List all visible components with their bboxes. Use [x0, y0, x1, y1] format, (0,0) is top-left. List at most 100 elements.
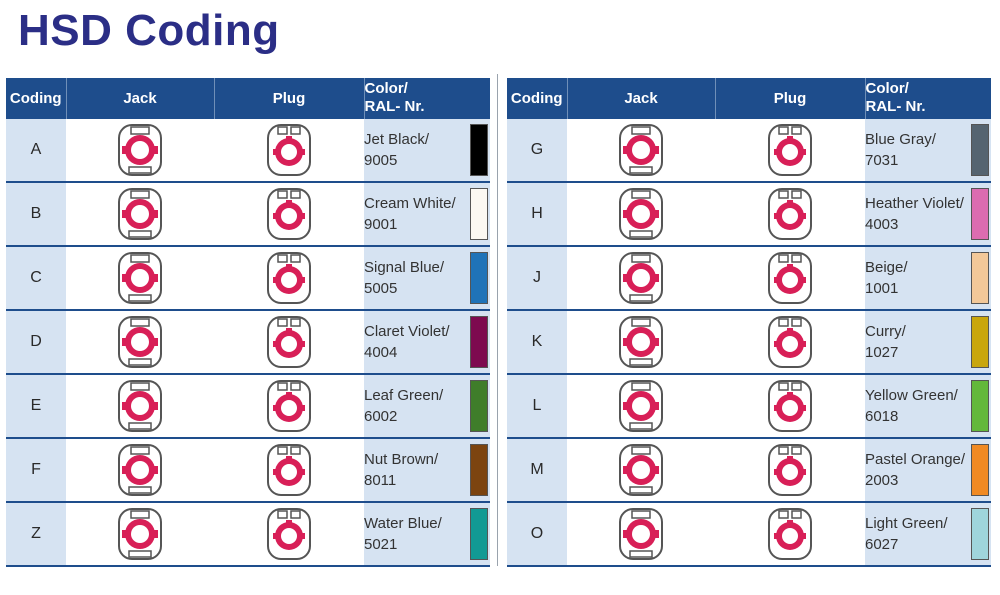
color-name-ral: Jet Black/9005 — [364, 118, 468, 183]
color-swatch-cell — [969, 310, 991, 375]
header-plug: Plug — [214, 78, 365, 119]
color-swatch — [470, 508, 488, 560]
color-name: Heather Violet/ — [865, 195, 964, 212]
table-row: K Curry/1027 — [507, 310, 991, 375]
coding-letter: O — [507, 502, 567, 567]
header-jack: Jack — [567, 78, 716, 119]
coding-letter: G — [507, 118, 567, 183]
color-name: Water Blue/ — [364, 515, 442, 532]
color-swatch — [470, 380, 488, 432]
color-swatch — [971, 252, 989, 304]
plug-connector-icon — [214, 438, 364, 503]
color-name: Jet Black/ — [364, 131, 430, 148]
ral-number: 4004 — [364, 344, 398, 361]
color-swatch-cell — [468, 438, 490, 503]
color-swatch-cell — [969, 502, 991, 567]
color-name-ral: Nut Brown/8011 — [364, 438, 468, 503]
color-swatch — [971, 508, 989, 560]
ral-number: 6027 — [865, 536, 899, 553]
color-swatch-cell — [468, 502, 490, 567]
jack-connector-icon — [66, 502, 214, 567]
table-row: L Yellow Green/6018 — [507, 374, 991, 439]
plug-connector-icon — [214, 246, 364, 311]
color-name: Pastel Orange/ — [865, 451, 966, 468]
color-swatch-cell — [468, 246, 490, 311]
color-swatch-cell — [969, 182, 991, 247]
coding-letter: B — [6, 182, 66, 247]
color-swatch-cell — [969, 438, 991, 503]
coding-letter: K — [507, 310, 567, 375]
jack-connector-icon — [66, 246, 214, 311]
coding-letter: Z — [6, 502, 66, 567]
ral-number: 5005 — [364, 280, 398, 297]
color-name: Cream White/ — [364, 195, 456, 212]
header-row: Coding Jack Plug Color/RAL- Nr. — [6, 78, 490, 119]
jack-connector-icon — [66, 438, 214, 503]
plug-connector-icon — [715, 310, 865, 375]
coding-letter: L — [507, 374, 567, 439]
coding-table-left: Coding Jack Plug Color/RAL- Nr. A Jet Bla… — [6, 78, 490, 567]
color-name-ral: Leaf Green/6002 — [364, 374, 468, 439]
table-row: F Nut Brown/8011 — [6, 438, 490, 503]
color-swatch-cell — [969, 374, 991, 439]
color-swatch — [971, 124, 989, 176]
table-row: E Leaf Green/6002 — [6, 374, 490, 439]
jack-connector-icon — [567, 310, 715, 375]
header-jack: Jack — [66, 78, 215, 119]
color-name-ral: Yellow Green/6018 — [865, 374, 969, 439]
jack-connector-icon — [567, 374, 715, 439]
color-swatch — [971, 188, 989, 240]
color-name: Blue Gray/ — [865, 131, 936, 148]
coding-letter: E — [6, 374, 66, 439]
color-swatch — [470, 444, 488, 496]
color-name: Claret Violet/ — [364, 323, 450, 340]
jack-connector-icon — [66, 310, 214, 375]
color-swatch — [971, 380, 989, 432]
color-swatch-cell — [969, 246, 991, 311]
header-color: Color/RAL- Nr. — [364, 78, 490, 119]
plug-connector-icon — [715, 438, 865, 503]
jack-connector-icon — [567, 118, 715, 183]
coding-letter: D — [6, 310, 66, 375]
plug-connector-icon — [214, 502, 364, 567]
coding-letter: J — [507, 246, 567, 311]
plug-connector-icon — [715, 374, 865, 439]
table-row: A Jet Black/9005 — [6, 118, 490, 183]
color-name: Leaf Green/ — [364, 387, 444, 404]
color-name-ral: Heather Violet/4003 — [865, 182, 969, 247]
color-name-ral: Curry/1027 — [865, 310, 969, 375]
color-swatch — [470, 124, 488, 176]
ral-number: 7031 — [865, 152, 899, 169]
header-plug: Plug — [715, 78, 866, 119]
table-row: O Light Green/6027 — [507, 502, 991, 567]
color-swatch — [470, 188, 488, 240]
color-swatch — [470, 252, 488, 304]
plug-connector-icon — [715, 182, 865, 247]
plug-connector-icon — [214, 374, 364, 439]
jack-connector-icon — [567, 438, 715, 503]
jack-connector-icon — [66, 118, 214, 183]
page-title: HSD Coding — [18, 6, 280, 55]
table-row: G Blue Gray/7031 — [507, 118, 991, 183]
color-swatch-cell — [468, 374, 490, 439]
color-name: Curry/ — [865, 323, 906, 340]
color-swatch-cell — [468, 182, 490, 247]
ral-number: 2003 — [865, 472, 899, 489]
table-row: D Claret Violet/4004 — [6, 310, 490, 375]
table-row: M Pastel Orange/2003 — [507, 438, 991, 503]
coding-letter: F — [6, 438, 66, 503]
table-row: Z Water Blue/5021 — [6, 502, 490, 567]
ral-number: 1027 — [865, 344, 899, 361]
coding-letter: C — [6, 246, 66, 311]
color-swatch-cell — [468, 118, 490, 183]
color-name: Yellow Green/ — [865, 387, 958, 404]
color-swatch — [470, 316, 488, 368]
color-name: Signal Blue/ — [364, 259, 445, 276]
color-name: Beige/ — [865, 259, 908, 276]
table-row: J Beige/1001 — [507, 246, 991, 311]
coding-letter: H — [507, 182, 567, 247]
color-swatch — [971, 444, 989, 496]
color-swatch — [971, 316, 989, 368]
ral-number: 6002 — [364, 408, 398, 425]
jack-connector-icon — [66, 182, 214, 247]
